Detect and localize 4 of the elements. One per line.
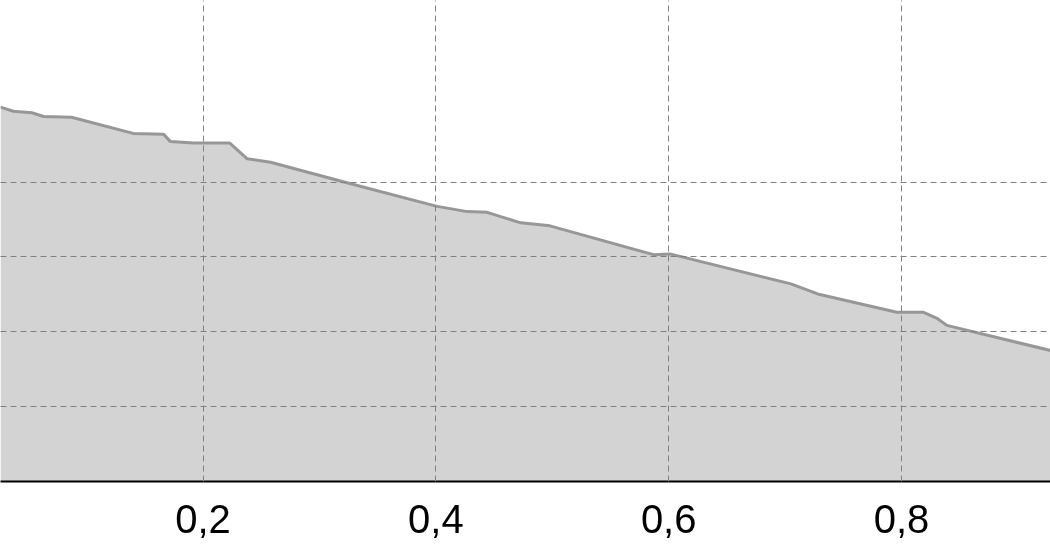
x-tick-label: 0,2 (175, 496, 231, 541)
x-tick-label: 0,4 (408, 496, 464, 541)
x-tick-label: 0,8 (873, 496, 930, 541)
x-tick-label: 0,6 (640, 496, 697, 541)
